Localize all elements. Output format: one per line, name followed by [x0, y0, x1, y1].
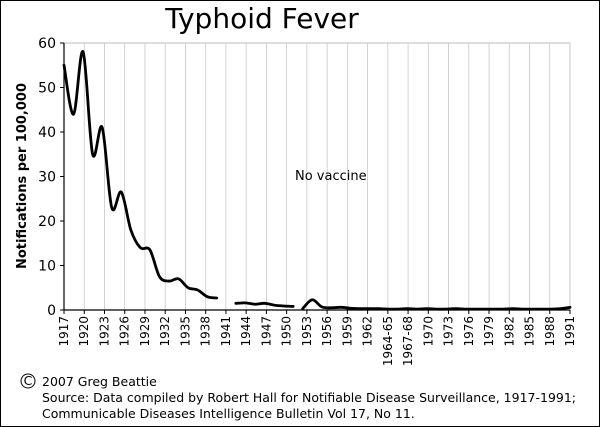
- x-tick-label: 1973: [442, 316, 456, 347]
- x-tick-label: 1929: [138, 316, 152, 347]
- y-tick-label: 20: [38, 214, 56, 230]
- y-tick-label: 0: [47, 303, 56, 319]
- x-tick-label: 1956: [320, 316, 334, 347]
- x-tick-label: 1970: [421, 316, 435, 347]
- copyright-text: 2007 Greg Beattie: [42, 374, 157, 389]
- x-tick-label: 1979: [482, 316, 496, 347]
- x-tick-label: 1926: [118, 316, 132, 347]
- x-tick-label: 1985: [523, 316, 537, 347]
- copyright-symbol: C: [24, 373, 33, 388]
- y-tick-label: 40: [38, 125, 56, 141]
- x-tick-label: 1967-68: [401, 316, 415, 366]
- x-tick-label: 1959: [340, 316, 354, 347]
- source-line-1: Source: Data compiled by Robert Hall for…: [42, 390, 576, 405]
- x-tick-label: 1950: [280, 316, 294, 347]
- x-tick-label: 1982: [502, 316, 516, 347]
- y-tick-label: 50: [38, 81, 56, 97]
- x-tick-labels: 1917 1920 1923 1926 1929 1932 1935 1938 1941 1944…: [57, 316, 577, 366]
- series-line-segment-2: [301, 298, 572, 311]
- x-tick-label: 1917: [57, 316, 71, 347]
- copyright-icon: [20, 373, 36, 389]
- x-tick-label: 1941: [219, 316, 233, 347]
- x-tick-label: 1920: [77, 316, 91, 347]
- series-line-segment-0: [62, 50, 219, 300]
- y-tick-label: 60: [38, 36, 56, 52]
- series-lines: [62, 50, 572, 311]
- x-tick-label: 1953: [300, 316, 314, 347]
- x-tick-label: 1932: [158, 316, 172, 347]
- y-tick-label: 10: [38, 259, 56, 275]
- source-line-2: Communicable Diseases Intelligence Bulle…: [42, 406, 415, 421]
- x-tick-label: 1947: [259, 316, 273, 347]
- x-tick-label: 1944: [239, 316, 253, 347]
- x-tick-label: 1964-65: [381, 316, 395, 366]
- x-tick-label: 1976: [462, 316, 476, 347]
- x-tick-label: 1962: [361, 316, 375, 347]
- footer: C 2007 Greg Beattie Source: Data compile…: [20, 373, 576, 421]
- x-tick-label: 1938: [199, 316, 213, 347]
- grid-lines: [60, 42, 571, 314]
- x-tick-label: 1988: [543, 316, 557, 347]
- chart-title: Typhoid Fever: [164, 2, 359, 35]
- x-tick-label: 1923: [97, 316, 111, 347]
- x-tick-label: 1935: [178, 316, 192, 347]
- y-tick-labels: 0 10 20 30 40 50 60: [38, 36, 56, 319]
- series-line-segment-1: [234, 301, 295, 308]
- annotation-no-vaccine: No vaccine: [295, 169, 367, 184]
- y-axis-label: Notifications per 100,000: [15, 83, 30, 269]
- x-tick-label: 1991: [563, 316, 577, 347]
- y-tick-label: 30: [38, 170, 56, 186]
